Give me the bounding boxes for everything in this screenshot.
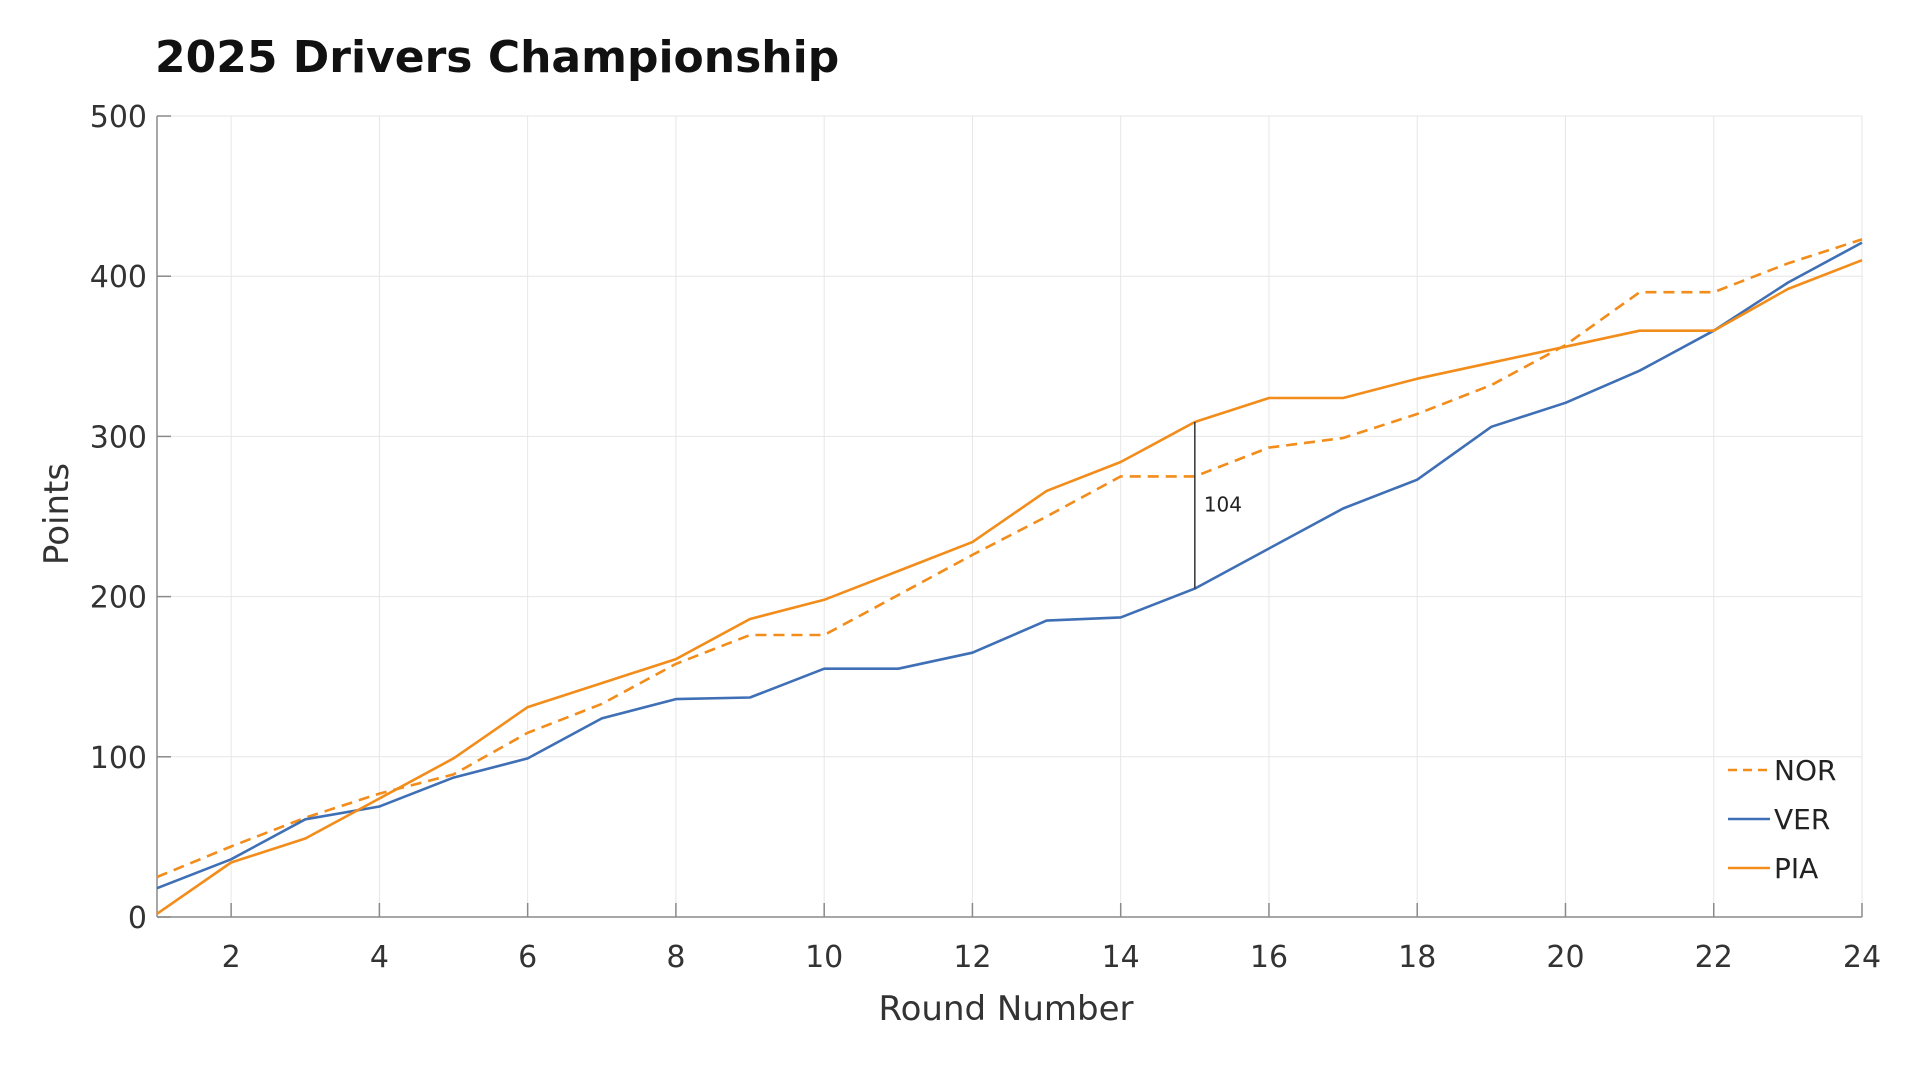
x-tick-label: 24 xyxy=(1843,940,1881,975)
gap-annotation-label: 104 xyxy=(1204,492,1242,516)
x-tick-label: 22 xyxy=(1695,940,1733,975)
x-tick-label: 4 xyxy=(370,940,389,975)
annotations: 104 xyxy=(1194,421,1242,589)
axes xyxy=(156,115,1863,918)
legend: NOR VER PIA xyxy=(1728,754,1836,885)
x-axis-label: Round Number xyxy=(879,989,1134,1029)
y-axis-label: Points xyxy=(37,463,77,565)
series-line-pia xyxy=(156,258,1863,915)
y-tick-label: 400 xyxy=(90,260,147,295)
y-tick-label: 0 xyxy=(128,901,147,936)
legend-label-pia: PIA xyxy=(1774,852,1818,885)
x-tick-label: 20 xyxy=(1546,940,1584,975)
series-line-ver xyxy=(156,241,1863,890)
x-tick-label: 6 xyxy=(518,940,537,975)
x-tick-label: 2 xyxy=(222,940,241,975)
legend-label-ver: VER xyxy=(1774,803,1830,836)
x-tick-label: 8 xyxy=(666,940,685,975)
x-tick-label: 10 xyxy=(805,940,843,975)
series-lines xyxy=(156,238,1863,915)
y-tick-label: 500 xyxy=(90,100,147,135)
legend-label-nor: NOR xyxy=(1774,754,1836,787)
x-tick-label: 16 xyxy=(1250,940,1288,975)
y-tick-label: 300 xyxy=(90,420,147,455)
x-tick-label: 14 xyxy=(1102,940,1140,975)
chart-title: 2025 Drivers Championship xyxy=(155,32,839,83)
x-tick-label: 12 xyxy=(953,940,991,975)
y-tick-label: 100 xyxy=(90,741,147,776)
series-line-nor xyxy=(156,238,1863,879)
x-tick-label: 18 xyxy=(1398,940,1436,975)
y-tick-label: 200 xyxy=(90,581,147,616)
